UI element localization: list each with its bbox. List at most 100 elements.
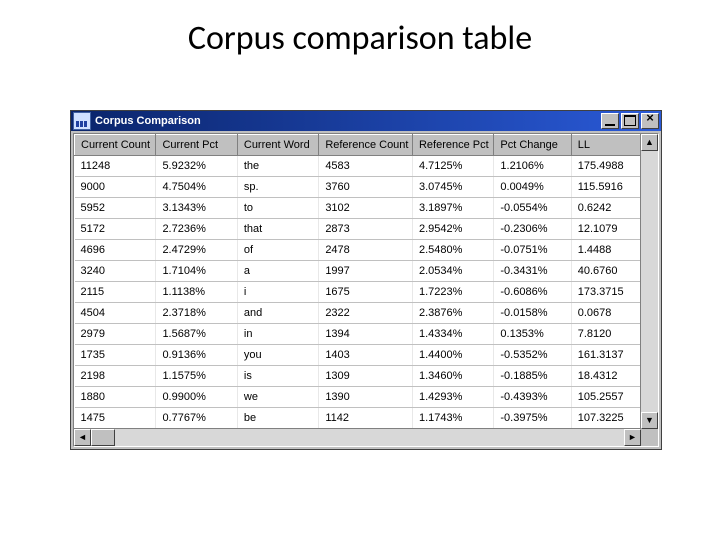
scroll-corner — [641, 429, 658, 446]
table-row[interactable]: 46962.4729%of24782.5480%-0.0751%1.4488 — [75, 240, 641, 261]
table-cell: 11248 — [75, 156, 156, 177]
col-reference_pct[interactable]: Reference Pct — [412, 135, 493, 156]
table-cell: 2.9542% — [412, 219, 493, 240]
table-cell: -0.4393% — [494, 387, 571, 408]
scroll-right-icon[interactable]: ► — [624, 429, 641, 446]
table-cell: 1.2106% — [494, 156, 571, 177]
table-cell: 5952 — [75, 198, 156, 219]
col-reference_count[interactable]: Reference Count — [319, 135, 413, 156]
window-title: Corpus Comparison — [95, 115, 601, 127]
table-cell: 3102 — [319, 198, 413, 219]
table-cell: 1475 — [75, 408, 156, 429]
table-cell: 107.3225 — [571, 408, 640, 429]
table-row[interactable]: 59523.1343%to31023.1897%-0.0554%0.6242 — [75, 198, 641, 219]
table-row[interactable]: 32401.7104%a19972.0534%-0.3431%40.6760 — [75, 261, 641, 282]
table-cell: 1.4334% — [412, 324, 493, 345]
col-current_pct[interactable]: Current Pct — [156, 135, 237, 156]
table-cell: 4583 — [319, 156, 413, 177]
vertical-scrollbar[interactable]: ▲ ▼ — [640, 134, 658, 429]
table-cell: is — [237, 366, 318, 387]
table-row[interactable]: 17350.9136%you14031.4400%-0.5352%161.313… — [75, 345, 641, 366]
table-cell: sp. — [237, 177, 318, 198]
table-row[interactable]: 14750.7767%be11421.1743%-0.3975%107.3225 — [75, 408, 641, 429]
table-cell: 105.2557 — [571, 387, 640, 408]
col-ll[interactable]: LL — [571, 135, 640, 156]
table-cell: 18.4312 — [571, 366, 640, 387]
table-cell: 2.3718% — [156, 303, 237, 324]
table-cell: 12.1079 — [571, 219, 640, 240]
table-cell: i — [237, 282, 318, 303]
table-cell: 2.4729% — [156, 240, 237, 261]
scroll-down-icon[interactable]: ▼ — [641, 412, 658, 429]
table-cell: a — [237, 261, 318, 282]
table-cell: 0.0678 — [571, 303, 640, 324]
maximize-button[interactable] — [621, 113, 639, 129]
table-cell: 2.0534% — [412, 261, 493, 282]
client-area: Current CountCurrent PctCurrent WordRefe… — [71, 131, 661, 449]
table-cell: 1394 — [319, 324, 413, 345]
table-cell: 40.6760 — [571, 261, 640, 282]
table-cell: 1.4293% — [412, 387, 493, 408]
table-cell: 1390 — [319, 387, 413, 408]
table-cell: 4696 — [75, 240, 156, 261]
table-cell: 1.4488 — [571, 240, 640, 261]
minimize-button[interactable] — [601, 113, 619, 129]
table-cell: 0.6242 — [571, 198, 640, 219]
table-cell: of — [237, 240, 318, 261]
table-cell: -0.5352% — [494, 345, 571, 366]
table-row[interactable]: 90004.7504%sp.37603.0745%0.0049%115.5916 — [75, 177, 641, 198]
table-row[interactable]: 18800.9900%we13901.4293%-0.4393%105.2557 — [75, 387, 641, 408]
table-cell: 5172 — [75, 219, 156, 240]
scroll-left-icon[interactable]: ◄ — [74, 429, 91, 446]
table-row[interactable]: 21151.1138%i16751.7223%-0.6086%173.3715 — [75, 282, 641, 303]
table-cell: in — [237, 324, 318, 345]
table-cell: -0.0751% — [494, 240, 571, 261]
hscroll-thumb[interactable] — [91, 429, 115, 446]
table-cell: we — [237, 387, 318, 408]
table-cell: -0.2306% — [494, 219, 571, 240]
table-cell: 0.7767% — [156, 408, 237, 429]
table-cell: 1309 — [319, 366, 413, 387]
table-cell: 1675 — [319, 282, 413, 303]
corpus-comparison-window: Corpus Comparison Current CountCurrent P… — [70, 110, 662, 450]
table-cell: -0.3431% — [494, 261, 571, 282]
col-current_count[interactable]: Current Count — [75, 135, 156, 156]
table-cell: 2198 — [75, 366, 156, 387]
table-cell: to — [237, 198, 318, 219]
horizontal-scrollbar[interactable]: ◄ ► — [74, 428, 641, 446]
table-cell: -0.0158% — [494, 303, 571, 324]
table-cell: 175.4988 — [571, 156, 640, 177]
table-cell: -0.1885% — [494, 366, 571, 387]
table-cell: 1.7104% — [156, 261, 237, 282]
table-row[interactable]: 51722.7236%that28732.9542%-0.2306%12.107… — [75, 219, 641, 240]
table-cell: 1.1575% — [156, 366, 237, 387]
table-cell: 2115 — [75, 282, 156, 303]
table-row[interactable]: 45042.3718%and23222.3876%-0.0158%0.0678 — [75, 303, 641, 324]
table-cell: the — [237, 156, 318, 177]
col-pct_change[interactable]: Pct Change — [494, 135, 571, 156]
table-cell: 1735 — [75, 345, 156, 366]
table-row[interactable]: 29791.5687%in13941.4334%0.1353%7.8120 — [75, 324, 641, 345]
table-cell: 161.3137 — [571, 345, 640, 366]
table-cell: 3.0745% — [412, 177, 493, 198]
table-cell: 3.1343% — [156, 198, 237, 219]
table-cell: 173.3715 — [571, 282, 640, 303]
data-table: Current CountCurrent PctCurrent WordRefe… — [74, 134, 641, 429]
table-cell: and — [237, 303, 318, 324]
table-cell: -0.0554% — [494, 198, 571, 219]
table-row[interactable]: 112485.9232%the45834.7125%1.2106%175.498… — [75, 156, 641, 177]
grid-wrap: Current CountCurrent PctCurrent WordRefe… — [73, 133, 659, 447]
titlebar[interactable]: Corpus Comparison — [71, 111, 661, 131]
table-cell: 1.7223% — [412, 282, 493, 303]
slide: Corpus comparison table Corpus Compariso… — [0, 0, 720, 540]
table-cell: 2478 — [319, 240, 413, 261]
col-current_word[interactable]: Current Word — [237, 135, 318, 156]
table-row[interactable]: 21981.1575%is13091.3460%-0.1885%18.4312 — [75, 366, 641, 387]
scroll-up-icon[interactable]: ▲ — [641, 134, 658, 151]
app-icon — [73, 112, 91, 130]
table-cell: that — [237, 219, 318, 240]
table-cell: 1142 — [319, 408, 413, 429]
close-button[interactable] — [641, 113, 659, 129]
table-cell: 0.9900% — [156, 387, 237, 408]
table-cell: 3760 — [319, 177, 413, 198]
